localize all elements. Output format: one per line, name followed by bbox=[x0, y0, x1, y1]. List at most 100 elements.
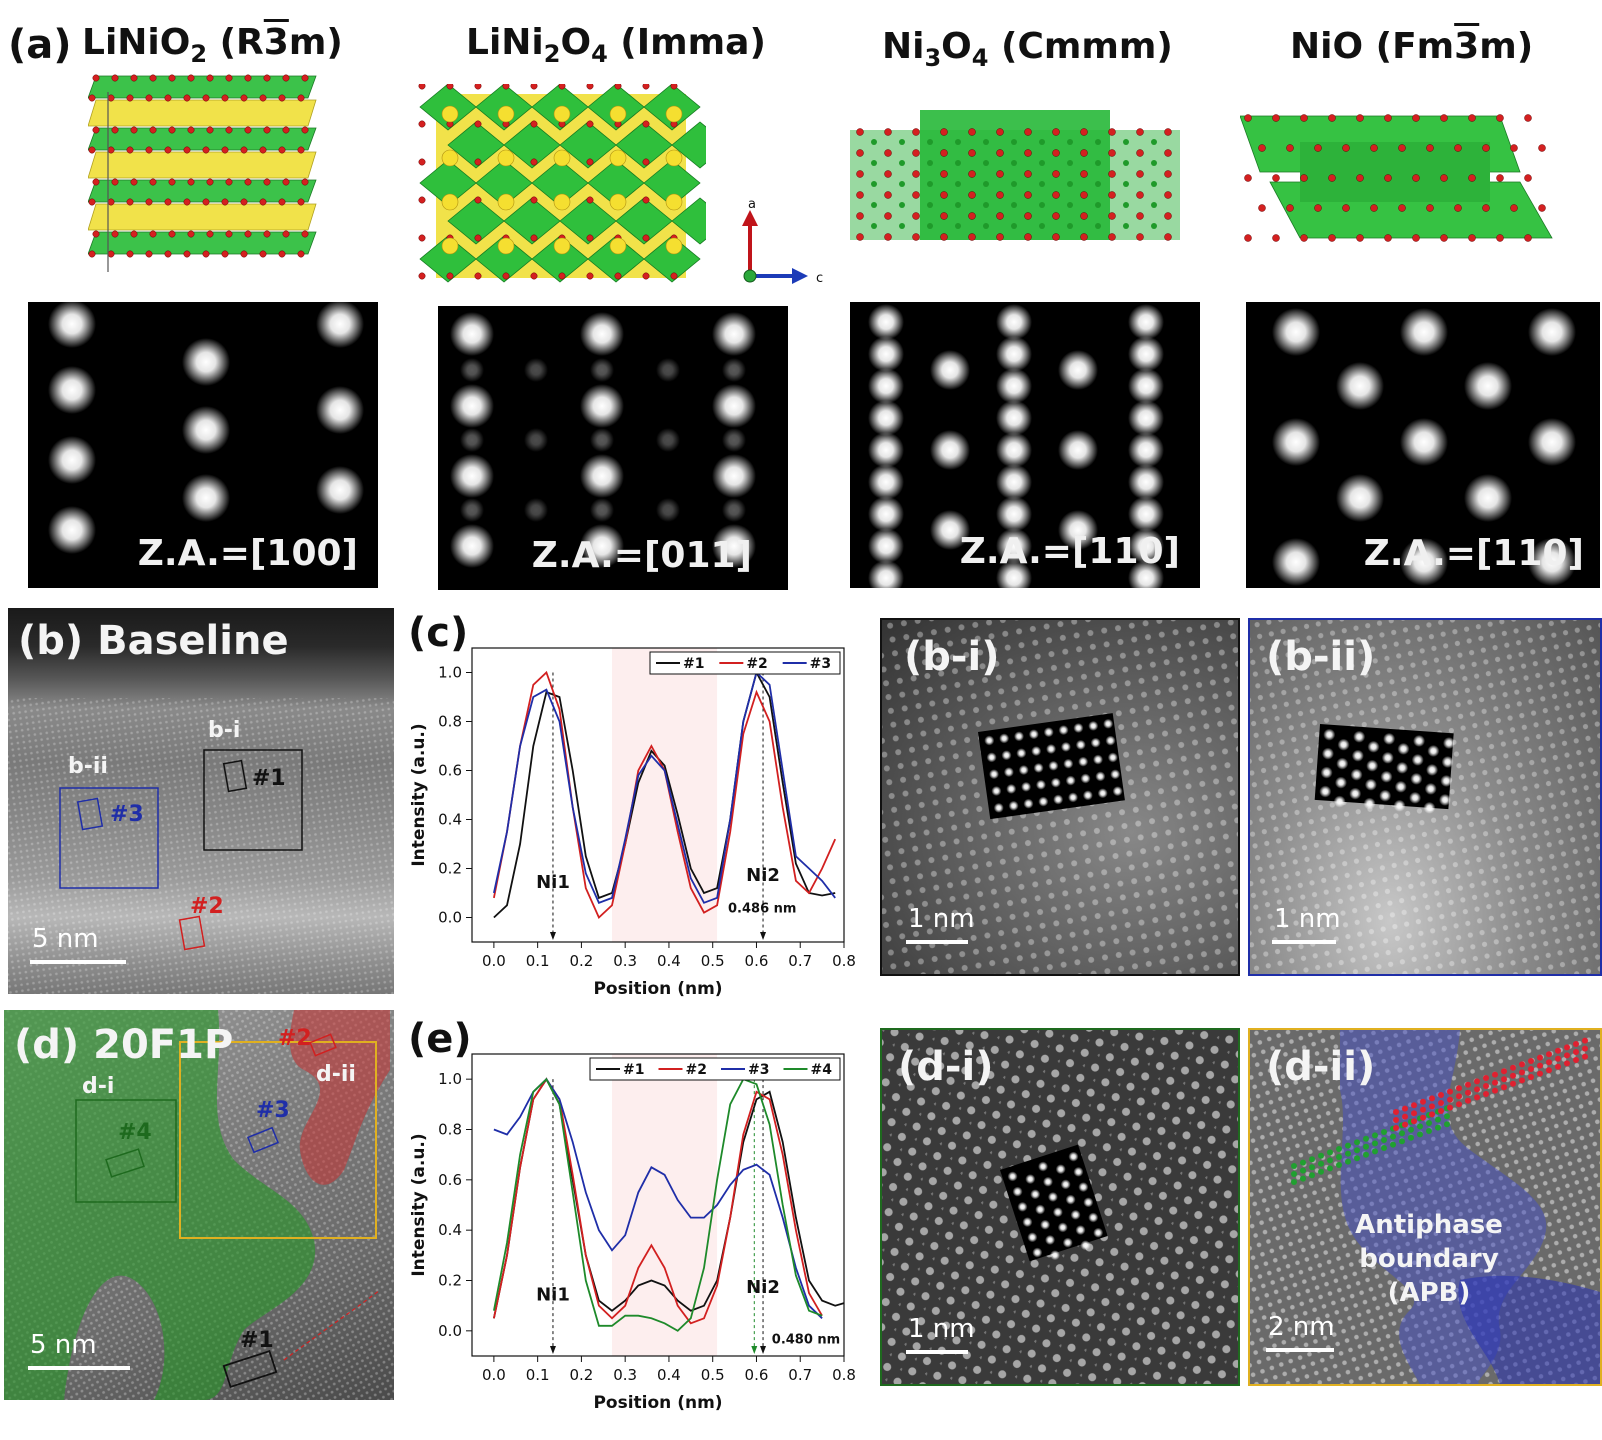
atom bbox=[418, 120, 426, 128]
atom bbox=[1454, 204, 1462, 212]
atom-column bbox=[1400, 308, 1448, 356]
atom bbox=[586, 120, 594, 128]
ni-atom bbox=[927, 223, 933, 229]
atom bbox=[111, 74, 119, 82]
green-atom-dot bbox=[1309, 1172, 1315, 1179]
atom bbox=[111, 230, 119, 238]
inset-atom bbox=[1023, 798, 1034, 809]
atom bbox=[244, 230, 252, 238]
atom bbox=[558, 272, 566, 280]
atom bbox=[88, 94, 96, 102]
atom bbox=[1136, 233, 1144, 241]
li-atom bbox=[609, 105, 627, 123]
red-atom-dot bbox=[1537, 1054, 1543, 1061]
red-atom-dot bbox=[1573, 1057, 1579, 1063]
atom-column bbox=[580, 524, 624, 568]
ni-atom bbox=[927, 160, 933, 166]
ni-atom bbox=[1123, 139, 1129, 145]
inset-atom bbox=[1353, 730, 1366, 743]
atom bbox=[1024, 212, 1032, 220]
atom bbox=[168, 74, 176, 82]
red-atom-dot bbox=[1456, 1093, 1462, 1100]
atom bbox=[221, 198, 229, 206]
atom bbox=[884, 233, 892, 241]
inset-atom bbox=[1093, 754, 1104, 765]
inset-atom bbox=[1383, 732, 1396, 745]
inset-atom bbox=[1083, 1197, 1094, 1208]
atom bbox=[446, 84, 454, 90]
panel-dii-label: (d-ii) bbox=[1266, 1044, 1376, 1090]
green-atom-dot bbox=[1426, 1128, 1432, 1134]
atom bbox=[1164, 212, 1172, 220]
atom bbox=[586, 196, 594, 204]
li-atom bbox=[441, 105, 459, 123]
ni-atom bbox=[1039, 202, 1045, 208]
atom bbox=[968, 191, 976, 199]
red-atom-dot bbox=[1420, 1114, 1426, 1121]
atom-column bbox=[722, 428, 746, 452]
red-atom-dot bbox=[1573, 1049, 1579, 1055]
inset-atom bbox=[1321, 747, 1334, 760]
inset-atom bbox=[1062, 1237, 1073, 1248]
ni-atom bbox=[983, 202, 989, 208]
inset-atom bbox=[1413, 734, 1426, 747]
panel-d-title: (d) 20F1P bbox=[14, 1022, 234, 1068]
atom bbox=[282, 230, 290, 238]
red-atom-dot bbox=[1447, 1096, 1453, 1103]
atom bbox=[1342, 204, 1350, 212]
atom-column bbox=[996, 368, 1032, 404]
atom bbox=[259, 146, 267, 154]
inset-atom bbox=[1043, 727, 1054, 738]
box-dii-label: d-ii bbox=[316, 1062, 356, 1087]
atom-column bbox=[1528, 308, 1576, 356]
green-atom-dot bbox=[1336, 1146, 1342, 1152]
marker-3-label: #3 bbox=[110, 802, 144, 827]
atom bbox=[1496, 174, 1504, 182]
atom bbox=[1524, 174, 1532, 182]
inset-atom bbox=[1394, 780, 1407, 793]
red-atom-dot bbox=[1438, 1108, 1444, 1114]
ni-atom bbox=[1039, 181, 1045, 187]
atom bbox=[558, 84, 566, 90]
atom bbox=[259, 94, 267, 102]
green-atom-dot bbox=[1354, 1155, 1360, 1162]
y-tick-label: 0.0 bbox=[438, 909, 462, 927]
atom bbox=[278, 146, 286, 154]
ni-atom bbox=[1067, 223, 1073, 229]
atom bbox=[202, 250, 210, 258]
atom-column bbox=[450, 454, 494, 498]
atom bbox=[130, 126, 138, 134]
atom bbox=[474, 196, 482, 204]
ni-atom bbox=[1067, 202, 1073, 208]
green-atom-dot bbox=[1309, 1164, 1315, 1171]
atom bbox=[107, 94, 115, 102]
inset-atom bbox=[1053, 794, 1064, 805]
atom bbox=[263, 230, 271, 238]
inset-atom bbox=[1319, 785, 1332, 798]
atom bbox=[586, 272, 594, 280]
inset-atom bbox=[1021, 781, 1032, 792]
atom bbox=[614, 84, 622, 90]
atom bbox=[1164, 191, 1172, 199]
panel-di-label: (d-i) bbox=[898, 1044, 994, 1090]
atom bbox=[130, 230, 138, 238]
atom bbox=[221, 94, 229, 102]
atom-column bbox=[1058, 510, 1098, 550]
green-atom-dot bbox=[1363, 1143, 1369, 1150]
atom-column bbox=[524, 358, 548, 382]
li-atom bbox=[665, 149, 683, 167]
y-tick-label: 0.2 bbox=[438, 860, 462, 878]
marker-box-4 bbox=[105, 1148, 145, 1178]
inset-atom bbox=[1058, 725, 1069, 736]
inset-atom bbox=[1320, 766, 1333, 779]
atom-column bbox=[656, 358, 680, 382]
y-axis-label: Intensity (a.u.) bbox=[409, 1133, 429, 1276]
red-atom-dot bbox=[1546, 1059, 1552, 1066]
green-atom-dot bbox=[1381, 1137, 1387, 1143]
atom bbox=[1272, 114, 1280, 122]
inset-atom bbox=[984, 735, 995, 746]
atom-column bbox=[590, 498, 614, 522]
legend-box bbox=[649, 651, 841, 675]
inset-atom bbox=[1075, 739, 1086, 750]
inset-atom bbox=[1065, 1194, 1076, 1205]
